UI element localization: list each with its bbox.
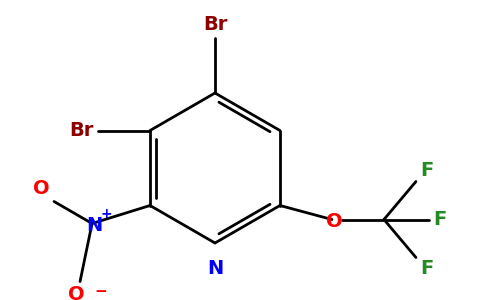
- Text: +: +: [100, 206, 112, 220]
- Text: O: O: [68, 286, 84, 300]
- Text: N: N: [207, 259, 223, 278]
- Text: −: −: [94, 284, 107, 298]
- Text: F: F: [420, 160, 433, 179]
- Text: O: O: [33, 178, 50, 197]
- Text: F: F: [420, 260, 433, 278]
- Text: Br: Br: [203, 15, 227, 34]
- Text: O: O: [326, 212, 342, 231]
- Text: Br: Br: [70, 121, 94, 140]
- Text: N: N: [86, 216, 102, 235]
- Text: F: F: [433, 210, 446, 229]
